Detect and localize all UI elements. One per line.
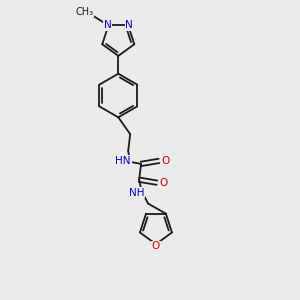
Text: N: N xyxy=(125,20,133,30)
Text: O: O xyxy=(160,178,168,188)
Text: CH₃: CH₃ xyxy=(76,7,94,16)
Text: O: O xyxy=(152,241,160,251)
Text: NH: NH xyxy=(129,188,145,198)
Text: N: N xyxy=(103,20,111,30)
Text: HN: HN xyxy=(116,156,131,166)
Text: O: O xyxy=(162,156,170,166)
